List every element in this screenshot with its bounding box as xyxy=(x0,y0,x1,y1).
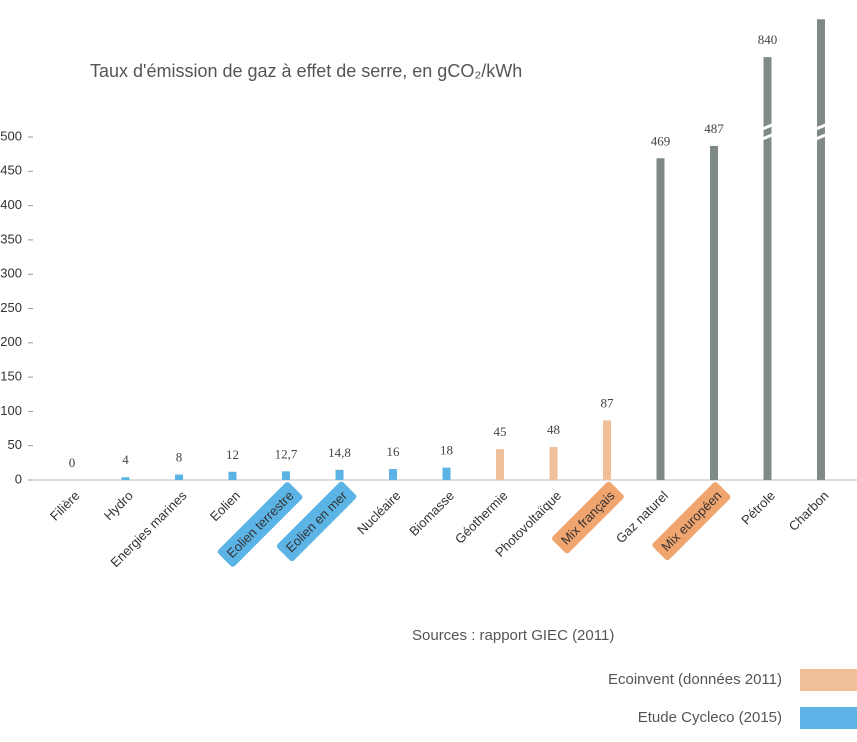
value-label: 8 xyxy=(176,449,183,464)
bar xyxy=(335,469,344,480)
value-label: 840 xyxy=(758,32,778,47)
bar xyxy=(763,57,772,480)
label-highlight xyxy=(552,481,624,554)
value-label: 14,8 xyxy=(328,445,351,460)
x-tick-group: Mix français xyxy=(552,481,624,554)
y-tick-label: 450 xyxy=(0,163,22,178)
bar xyxy=(603,420,611,480)
legend-heading: Sources : rapport GIEC (2011) xyxy=(412,627,614,644)
bar xyxy=(656,158,665,481)
value-label: 0 xyxy=(69,455,76,470)
x-tick-label: Mix français xyxy=(558,488,618,548)
bar xyxy=(549,447,558,480)
bar xyxy=(442,467,451,480)
y-tick-label: 250 xyxy=(0,300,22,315)
legend-label: Etude Cycleco (2015) xyxy=(638,709,782,726)
bar xyxy=(496,449,504,480)
value-label: 87 xyxy=(601,395,615,410)
x-tick-group: Charbon xyxy=(786,488,832,534)
x-tick-label: Biomasse xyxy=(406,488,457,539)
axis-break xyxy=(756,129,783,143)
value-label: 45 xyxy=(494,424,507,439)
y-tick-label: 0 xyxy=(15,471,22,486)
x-tick-group: Biomasse xyxy=(406,488,457,539)
value-label: 12 xyxy=(226,447,239,462)
label-highlight xyxy=(217,482,303,567)
value-label: 16 xyxy=(387,444,401,459)
y-tick-label: 300 xyxy=(0,266,22,281)
axis-break xyxy=(810,119,836,133)
x-tick-group: Eolien xyxy=(207,488,243,524)
value-label: 4 xyxy=(122,452,129,467)
x-tick-label: Géothermie xyxy=(452,488,511,547)
x-tick-group: Pétrole xyxy=(738,488,778,528)
x-tick-label: Nucléaire xyxy=(354,488,403,537)
y-tick-label: 200 xyxy=(0,334,22,349)
bar xyxy=(121,477,130,480)
axis-break xyxy=(756,119,783,133)
x-tick-label: Charbon xyxy=(786,488,832,534)
x-tick-group: Géothermie xyxy=(452,488,511,547)
legend-label: Ecoinvent (données 2011) xyxy=(608,671,782,688)
bar xyxy=(817,19,825,480)
label-highlight xyxy=(652,482,731,561)
x-tick-group: Nucléaire xyxy=(354,488,403,537)
bar xyxy=(175,474,183,480)
x-tick-label: Eolien xyxy=(207,488,243,524)
legend-swatch xyxy=(800,669,857,691)
label-highlight xyxy=(276,481,357,562)
value-label: 18 xyxy=(440,443,453,458)
bar xyxy=(389,469,397,480)
y-tick-label: 100 xyxy=(0,403,22,418)
bar xyxy=(228,471,237,480)
chart-title: Taux d'émission de gaz à effet de serre,… xyxy=(90,61,522,81)
y-tick-label: 50 xyxy=(8,437,22,452)
x-tick-label: Pétrole xyxy=(738,488,778,528)
axis-break xyxy=(810,129,836,143)
x-tick-label: Hydro xyxy=(101,488,136,523)
x-tick-group: Hydro xyxy=(101,488,136,523)
value-label: 469 xyxy=(651,133,671,148)
legend-swatch xyxy=(800,707,857,729)
value-label: 487 xyxy=(704,121,724,136)
y-tick-label: 150 xyxy=(0,369,22,384)
value-label: 48 xyxy=(547,422,560,437)
y-tick-label: 400 xyxy=(0,197,22,212)
bar xyxy=(282,471,290,480)
y-tick-label: 350 xyxy=(0,231,22,246)
x-tick-group: Filière xyxy=(47,488,83,524)
bar xyxy=(710,145,718,480)
value-label: 12,7 xyxy=(275,446,298,461)
x-tick-label: Filière xyxy=(47,488,83,524)
y-tick-label: 500 xyxy=(0,128,22,143)
